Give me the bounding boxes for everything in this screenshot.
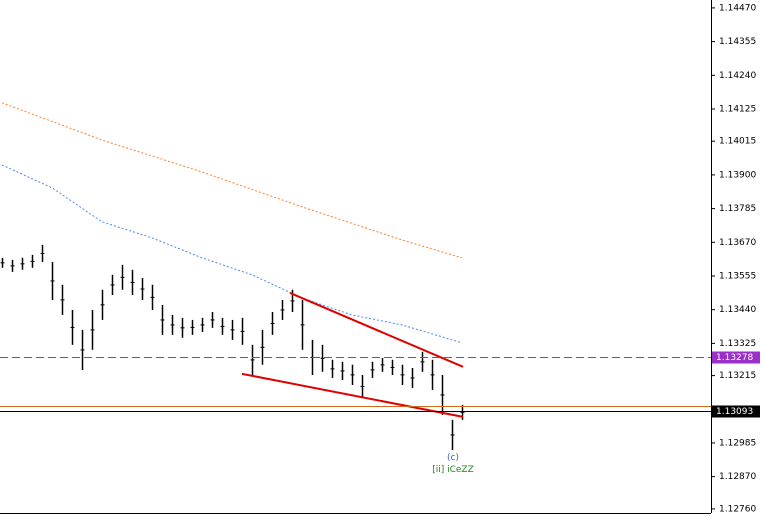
moving-average bbox=[1, 164, 463, 344]
y-tick-label: 1.14125 bbox=[719, 104, 756, 114]
y-tick-label: 1.12985 bbox=[719, 438, 756, 448]
y-tick-label: 1.13215 bbox=[719, 371, 756, 381]
y-tick-label: 1.13785 bbox=[719, 204, 756, 214]
moving-average bbox=[1, 102, 463, 259]
y-tick-label: 1.14470 bbox=[719, 3, 756, 13]
y-tick-label: 1.12870 bbox=[719, 472, 756, 482]
price-tag bbox=[712, 351, 760, 364]
price-tag-label: 1.13093 bbox=[716, 407, 753, 417]
y-tick-label: 1.14240 bbox=[719, 71, 756, 81]
trend-line bbox=[241, 372, 464, 418]
annotation: [ii] iCeZZ bbox=[432, 465, 474, 475]
y-tick-label: 1.14015 bbox=[719, 137, 756, 147]
price-tag bbox=[712, 405, 760, 418]
trend-line bbox=[289, 292, 464, 368]
y-tick-label: 1.13555 bbox=[719, 271, 756, 281]
y-tick-label: 1.13325 bbox=[719, 339, 756, 349]
y-tick-label: 1.13440 bbox=[719, 305, 756, 315]
y-tick-label: 1.14355 bbox=[719, 37, 756, 47]
y-tick-label: 1.12760 bbox=[719, 504, 756, 514]
price-tag-label: 1.13278 bbox=[716, 353, 753, 363]
y-tick-label: 1.13670 bbox=[719, 238, 756, 248]
y-tick-label: 1.13900 bbox=[719, 170, 756, 180]
annotation: (c) bbox=[447, 453, 459, 463]
